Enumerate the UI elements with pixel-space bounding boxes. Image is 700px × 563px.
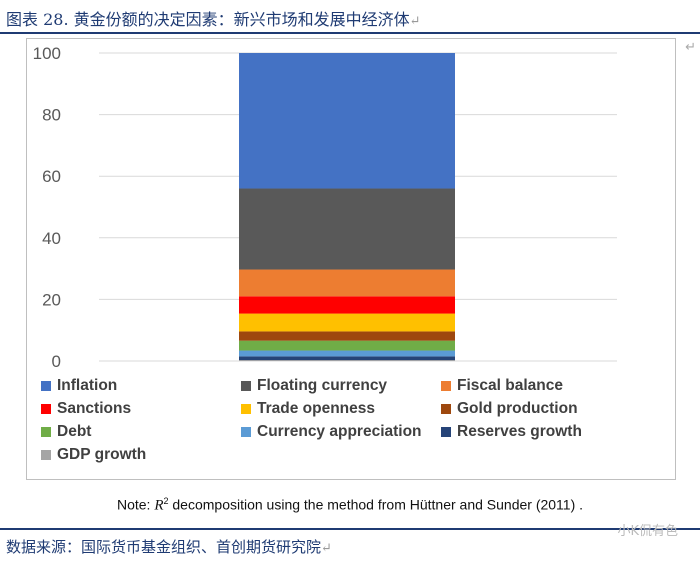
legend-label: Inflation <box>57 377 118 394</box>
bar-segment-inflation <box>239 53 455 189</box>
legend-item: Gold production <box>441 400 578 418</box>
legend-swatch <box>41 427 51 437</box>
legend-item: GDP growth <box>41 446 146 464</box>
data-source-text: 数据来源：国际货币基金组织、首创期货研究院 <box>6 538 322 556</box>
bar-segment-reserves-growth <box>239 356 455 361</box>
legend-item: Trade openness <box>241 400 375 418</box>
chart-legend: Inflation Floating currency Fiscal balance… <box>41 377 661 473</box>
note-text: decomposition using the method from Hütt… <box>168 496 584 513</box>
legend-item: Floating currency <box>241 377 387 395</box>
legend-label: Reserves growth <box>457 423 582 440</box>
bar-segment-gdp-growth <box>239 360 455 361</box>
legend-label: Currency appreciation <box>257 423 422 440</box>
watermark: 小K侃有色 <box>617 524 678 539</box>
legend-swatch <box>441 427 451 437</box>
note-superscript: 2 <box>163 496 169 506</box>
legend-swatch <box>241 381 251 391</box>
legend-item: Fiscal balance <box>441 377 563 395</box>
bar-segment-gold-production <box>239 331 455 341</box>
legend-item: Reserves growth <box>441 423 582 441</box>
legend-label: Fiscal balance <box>457 377 563 394</box>
figure-title-text: 图表 28. 黄金份额的决定因素：新兴市场和发展中经济体 <box>6 10 410 29</box>
return-mark-icon: ↵ <box>409 14 421 29</box>
legend-label: Debt <box>57 423 92 440</box>
legend-swatch <box>441 404 451 414</box>
bar-segment-fiscal-balance <box>239 269 455 297</box>
side-return-mark-icon: ↵ <box>685 40 696 55</box>
y-tick-label: 100 <box>33 44 61 63</box>
legend-label: Trade openness <box>257 400 376 417</box>
y-tick-label: 0 <box>52 352 61 371</box>
source-bar: 数据来源：国际货币基金组织、首创期货研究院↵ <box>0 528 700 563</box>
chart-frame: 0 20 40 60 80 100 Inflation Floating currency F… <box>26 38 676 480</box>
legend-label: Floating currency <box>257 377 388 394</box>
legend-label: Sanctions <box>57 400 132 417</box>
figure-title: 图表 28. 黄金份额的决定因素：新兴市场和发展中经济体↵ <box>6 6 421 30</box>
y-tick-label: 60 <box>42 167 61 186</box>
stacked-bar-chart: 0 20 40 60 80 100 <box>33 44 617 371</box>
legend-item: Inflation <box>41 377 117 395</box>
legend-item: Currency appreciation <box>241 423 422 441</box>
legend-swatch <box>441 381 451 391</box>
legend-swatch <box>41 404 51 414</box>
legend-swatch <box>241 427 251 437</box>
legend-swatch <box>241 404 251 414</box>
legend-swatch <box>41 450 51 460</box>
y-tick-label: 40 <box>42 229 61 248</box>
data-source: 数据来源：国际货币基金组织、首创期货研究院↵ <box>6 536 332 557</box>
bar-segment-floating-currency <box>239 188 455 270</box>
note-prefix: Note: <box>116 496 155 513</box>
y-tick-label: 80 <box>42 106 61 125</box>
note-r-symbol: R <box>154 497 164 514</box>
legend-item: Sanctions <box>41 400 131 418</box>
figure-title-bar: 图表 28. 黄金份额的决定因素：新兴市场和发展中经济体↵ <box>0 0 700 34</box>
source-return-mark-icon: ↵ <box>321 541 332 556</box>
chart-note: Note: R2 decomposition using the method … <box>0 496 700 515</box>
bar-segment-debt <box>239 340 455 351</box>
bar-segment-trade-openness <box>239 313 455 332</box>
legend-label: GDP growth <box>57 446 147 463</box>
bar-segment-currency-appreciation <box>239 350 455 357</box>
y-tick-label: 20 <box>42 290 61 309</box>
legend-item: Debt <box>41 423 91 441</box>
legend-swatch <box>41 381 51 391</box>
legend-label: Gold production <box>457 400 578 417</box>
bar-segment-sanctions <box>239 296 455 314</box>
